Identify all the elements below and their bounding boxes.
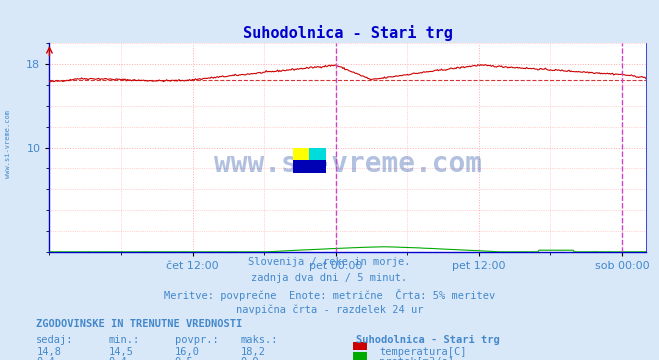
Text: min.:: min.:: [109, 335, 140, 345]
Text: povpr.:: povpr.:: [175, 335, 218, 345]
Text: sedaj:: sedaj:: [36, 335, 74, 345]
Text: ZGODOVINSKE IN TRENUTNE VREDNOSTI: ZGODOVINSKE IN TRENUTNE VREDNOSTI: [36, 319, 243, 329]
Text: Suhodolnica - Stari trg: Suhodolnica - Stari trg: [356, 335, 500, 345]
Text: www.si-vreme.com: www.si-vreme.com: [214, 150, 482, 178]
Text: www.si-vreme.com: www.si-vreme.com: [5, 110, 11, 178]
Text: maks.:: maks.:: [241, 335, 278, 345]
Text: Slovenija / reke in morje.: Slovenija / reke in morje.: [248, 257, 411, 267]
Text: 14,5: 14,5: [109, 347, 134, 357]
Text: navpična črta - razdelek 24 ur: navpična črta - razdelek 24 ur: [236, 305, 423, 315]
Text: zadnja dva dni / 5 minut.: zadnja dva dni / 5 minut.: [251, 273, 408, 283]
Text: 0,4: 0,4: [36, 357, 55, 360]
Text: 0,4: 0,4: [109, 357, 127, 360]
Title: Suhodolnica - Stari trg: Suhodolnica - Stari trg: [243, 24, 453, 41]
Text: temperatura[C]: temperatura[C]: [379, 347, 467, 357]
Text: Meritve: povprečne  Enote: metrične  Črta: 5% meritev: Meritve: povprečne Enote: metrične Črta:…: [164, 289, 495, 301]
Text: 14,8: 14,8: [36, 347, 61, 357]
Text: 16,0: 16,0: [175, 347, 200, 357]
Text: pretok[m3/s]: pretok[m3/s]: [379, 357, 454, 360]
Text: 0,9: 0,9: [241, 357, 259, 360]
Text: 18,2: 18,2: [241, 347, 266, 357]
Text: 0,5: 0,5: [175, 357, 193, 360]
